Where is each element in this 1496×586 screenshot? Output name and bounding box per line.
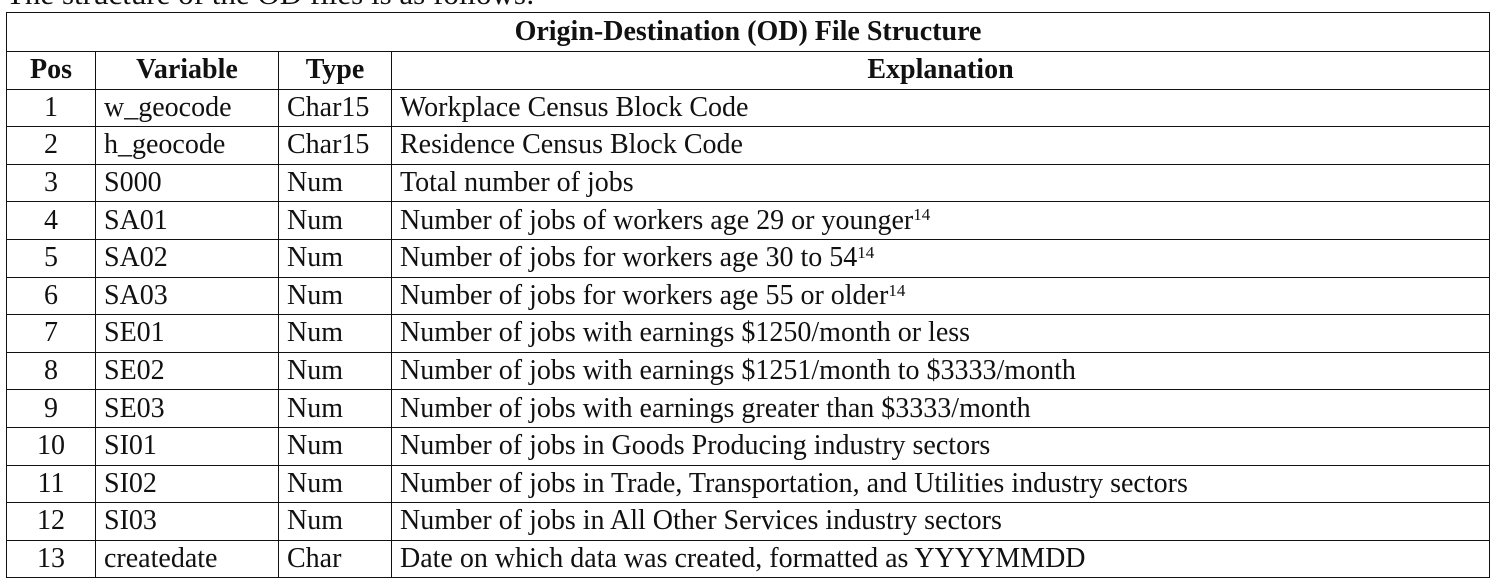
cell-explanation: Number of jobs in Goods Producing indust… [391, 426, 1490, 466]
cell-type: Char [278, 539, 392, 579]
cell-pos: 5 [6, 238, 96, 278]
explanation-text: Number of jobs of workers age 29 or youn… [400, 204, 914, 236]
cell-variable: SE01 [95, 314, 279, 353]
explanation-text: Number of jobs in Goods Producing indust… [400, 430, 991, 462]
explanation-text: Number of jobs with earnings greater tha… [400, 392, 1031, 424]
explanation-text: Date on which data was created, formatte… [400, 543, 1086, 575]
cell-type: Char15 [278, 88, 392, 128]
cell-explanation: Date on which data was created, formatte… [391, 539, 1490, 579]
table-header-row: Pos Variable Type Explanation [6, 51, 1490, 90]
footnote-marker: 14 [913, 205, 931, 225]
cell-type: Num [278, 163, 392, 203]
table-row: 7 SE01 Num Number of jobs with earnings $12… [6, 314, 1490, 353]
cell-explanation: Number of jobs in All Other Services ind… [391, 502, 1490, 541]
cell-variable: SA03 [95, 276, 279, 316]
cell-pos: 12 [6, 502, 96, 541]
explanation-text: Number of jobs in All Other Services ind… [400, 505, 1002, 537]
footnote-marker: 14 [888, 280, 906, 300]
cell-type: Num [278, 502, 392, 541]
cell-type: Num [278, 464, 392, 504]
cell-variable: SE02 [95, 351, 279, 391]
cell-type: Num [278, 426, 392, 466]
cell-pos: 7 [6, 314, 96, 353]
cell-explanation: Number of jobs for workers age 55 or old… [391, 276, 1490, 316]
cell-variable: SI03 [95, 502, 279, 541]
cell-pos: 11 [6, 464, 96, 504]
intro-text: The structure of the OD files is as foll… [6, 0, 535, 10]
table-row: 10 SI01 Num Number of jobs in Goods Produci… [6, 426, 1490, 466]
cell-explanation: Number of jobs in Trade, Transportation,… [391, 464, 1490, 504]
explanation-text: Workplace Census Block Code [400, 91, 749, 123]
cell-variable: SE03 [95, 389, 279, 428]
table-row: 9 SE03 Num Number of jobs with earnings gre… [6, 389, 1490, 428]
cell-pos: 1 [6, 88, 96, 128]
table-row: 4 SA01 Num Number of jobs of workers age 29… [6, 201, 1490, 240]
table-row: 5 SA02 Num Number of jobs for workers age 3… [6, 238, 1490, 278]
cell-pos: 9 [6, 389, 96, 428]
cell-type: Num [278, 201, 392, 240]
table-row: 2 h_geocode Char15 Residence Census Block C… [6, 126, 1490, 165]
column-header-variable: Variable [95, 51, 279, 90]
cell-type: Char15 [278, 126, 392, 165]
cell-explanation: Total number of jobs [391, 163, 1490, 203]
explanation-text: Number of jobs for workers age 55 or old… [400, 279, 889, 311]
cell-pos: 3 [6, 163, 96, 203]
cell-explanation: Number of jobs for workers age 30 to 541… [391, 238, 1490, 278]
cell-type: Num [278, 351, 392, 391]
cell-pos: 6 [6, 276, 96, 316]
table-row: 13 createdate Char Date on which data was c… [6, 539, 1490, 579]
explanation-text: Number of jobs for workers age 30 to 54 [400, 242, 858, 274]
explanation-text: Total number of jobs [400, 167, 634, 199]
explanation-text: Residence Census Block Code [400, 129, 743, 161]
cell-pos: 13 [6, 539, 96, 579]
explanation-text: Number of jobs with earnings $1251/month… [400, 355, 1076, 387]
table-row: 11 SI02 Num Number of jobs in Trade, Transp… [6, 464, 1490, 504]
table-row: 3 S000 Num Total number of jobs [6, 163, 1490, 203]
table-row: 1 w_geocode Char15 Workplace Census Block C… [6, 88, 1490, 128]
explanation-text: Number of jobs with earnings $1250/month… [400, 317, 971, 349]
footnote-marker: 14 [857, 242, 875, 262]
table-row: 6 SA03 Num Number of jobs for workers age 5… [6, 276, 1490, 316]
cell-explanation: Number of jobs with earnings greater tha… [391, 389, 1490, 428]
cell-type: Num [278, 314, 392, 353]
cell-explanation: Number of jobs with earnings $1251/month… [391, 351, 1490, 391]
cell-variable: h_geocode [95, 126, 279, 165]
cell-explanation: Number of jobs with earnings $1250/month… [391, 314, 1490, 353]
cell-type: Num [278, 238, 392, 278]
cell-explanation: Workplace Census Block Code [391, 88, 1490, 128]
cell-variable: SA02 [95, 238, 279, 278]
cell-pos: 4 [6, 201, 96, 240]
cell-explanation: Number of jobs of workers age 29 or youn… [391, 201, 1490, 240]
cell-type: Num [278, 389, 392, 428]
cell-variable: SI01 [95, 426, 279, 466]
cell-variable: w_geocode [95, 88, 279, 128]
table-row: 8 SE02 Num Number of jobs with earnings $12… [6, 351, 1490, 391]
table-row: 12 SI03 Num Number of jobs in All Other Ser… [6, 502, 1490, 541]
cell-variable: S000 [95, 163, 279, 203]
column-header-type: Type [278, 51, 392, 90]
od-file-structure-table: Origin-Destination (OD) File Structure P… [6, 12, 1490, 579]
cell-pos: 2 [6, 126, 96, 165]
cell-variable: SA01 [95, 201, 279, 240]
cell-pos: 8 [6, 351, 96, 391]
cell-variable: SI02 [95, 464, 279, 504]
explanation-text: Number of jobs in Trade, Transportation,… [400, 467, 1188, 499]
table-title-row: Origin-Destination (OD) File Structure [6, 12, 1490, 52]
cell-type: Num [278, 276, 392, 316]
cell-pos: 10 [6, 426, 96, 466]
table-title: Origin-Destination (OD) File Structure [6, 12, 1490, 52]
cell-variable: createdate [95, 539, 279, 579]
column-header-pos: Pos [6, 51, 96, 90]
column-header-explanation: Explanation [391, 51, 1490, 90]
cell-explanation: Residence Census Block Code [391, 126, 1490, 165]
